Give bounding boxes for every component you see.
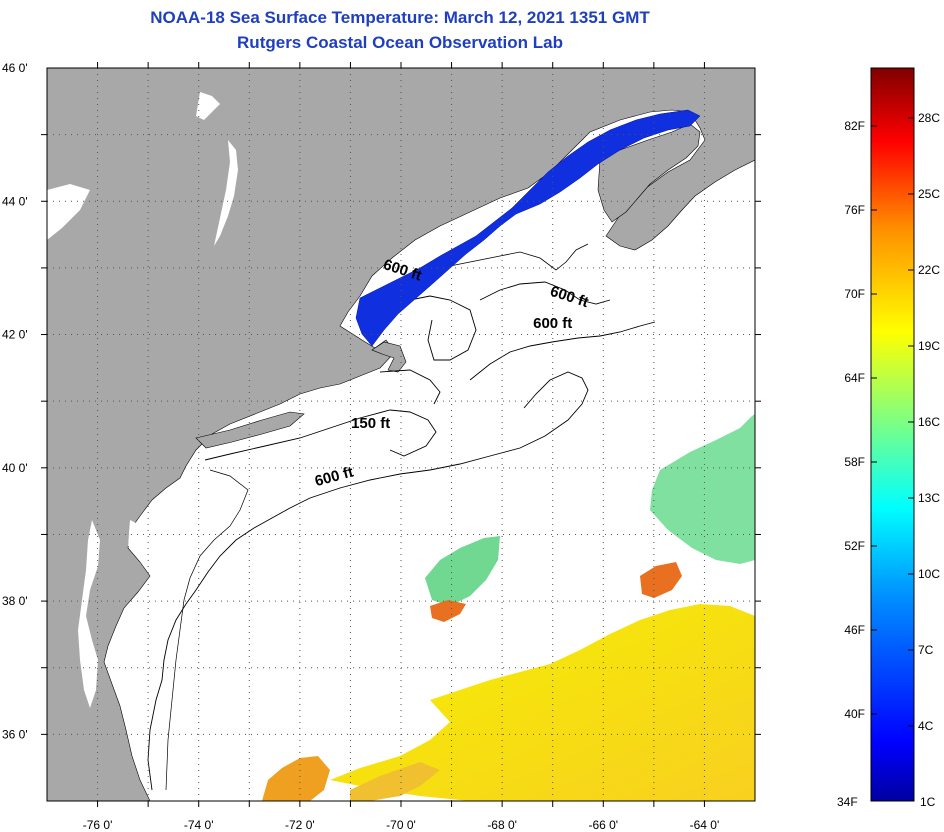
colorbar-c-label: 16C [918, 415, 940, 429]
contour-gulf-of-maine [439, 243, 589, 271]
colorbar-c-label: 28C [918, 111, 940, 125]
map-title-line1: NOAA-18 Sea Surface Temperature: March 1… [150, 8, 650, 27]
contour-600ft-shelf [165, 469, 249, 791]
sst-east-patch [650, 414, 755, 564]
land-mass [47, 68, 755, 801]
colorbar-c-label: 19C [918, 339, 940, 353]
sst-south-orange [262, 756, 330, 801]
colorbar-min-fahrenheit: 34F [837, 795, 858, 809]
colorbar-fahrenheit-labels: 82F 76F 70F 64F 58F 52F 46F 40F [844, 119, 877, 721]
colorbar-f-label: 76F [844, 203, 865, 217]
contour-150ft [204, 369, 441, 461]
sst-south-warm [330, 604, 755, 801]
colorbar-f-label: 70F [844, 287, 865, 301]
lon-label: -64 0' [690, 818, 720, 832]
land-cape-cod [371, 341, 407, 373]
lake [196, 92, 220, 120]
colorbar-c-label: 13C [918, 491, 940, 505]
colorbar-celsius-labels: 28C 25C 22C 19C 16C 13C 10C 7C 4C [908, 111, 940, 733]
lon-label: -70 0' [386, 818, 416, 832]
sst-east-warm-blob [640, 562, 682, 598]
colorbar-min-celsius: 1C [920, 795, 936, 809]
lat-label: 44 0' [2, 194, 28, 208]
sst-warm-gulf-stream-patch [425, 536, 500, 606]
lon-label: -68 0' [487, 818, 517, 832]
graticule [41, 62, 761, 807]
lake [214, 140, 238, 246]
sst-cold-gulf-of-maine [355, 109, 701, 347]
lon-label: -74 0' [184, 818, 214, 832]
colorbar-c-label: 22C [918, 263, 940, 277]
colorbar-c-label: 10C [918, 567, 940, 581]
lon-label: -72 0' [285, 818, 315, 832]
lat-label: 36 0' [2, 727, 28, 741]
map-title-line2: Rutgers Coastal Ocean Observation Lab [237, 33, 563, 52]
colorbar-f-label: 58F [844, 455, 865, 469]
latitude-labels: 46 0' 44 0' 42 0' 40 0' 38 0' 36 0' [2, 61, 28, 741]
colorbar-c-label: 4C [918, 719, 934, 733]
sst-mid-orange [350, 762, 440, 801]
contour-600ft-georges [409, 281, 656, 381]
contour-label: 150 ft [351, 415, 390, 432]
sst-warm-eddy-edge [430, 600, 466, 622]
delaware-bay [128, 520, 142, 546]
contour-label: 600 ft [533, 315, 572, 332]
lon-label: -76 0' [83, 818, 113, 832]
colorbar-f-label: 64F [844, 371, 865, 385]
colorbar-f-label: 82F [844, 119, 865, 133]
colorbar-f-label: 52F [844, 539, 865, 553]
colorbar-f-label: 46F [844, 623, 865, 637]
map-border [46, 67, 756, 802]
colorbar-f-label: 40F [844, 707, 865, 721]
contour-600ft-south [147, 371, 589, 791]
lat-label: 46 0' [2, 61, 28, 75]
chesapeake-bay [78, 520, 100, 708]
colorbar-c-label: 7C [918, 643, 934, 657]
colorbar-c-label: 25C [918, 187, 940, 201]
land-long-island [195, 411, 305, 449]
colorbar [870, 67, 915, 802]
lat-label: 42 0' [2, 328, 28, 342]
lat-label: 38 0' [2, 594, 28, 608]
longitude-labels: -76 0' -74 0' -72 0' -70 0' -68 0' -66 0' -64 … [83, 818, 720, 832]
lon-label: -66 0' [588, 818, 618, 832]
lat-label: 40 0' [2, 461, 28, 475]
land-mass-nova-scotia [597, 123, 701, 223]
lake [47, 184, 90, 240]
